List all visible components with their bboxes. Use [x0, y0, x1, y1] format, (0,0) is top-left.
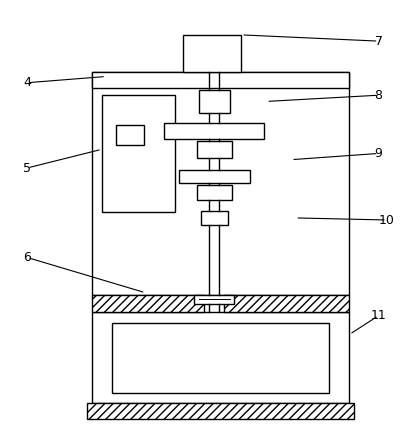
Bar	[92, 312, 349, 403]
Bar	[183, 35, 241, 72]
Bar	[201, 211, 228, 224]
Bar	[196, 185, 232, 200]
Bar	[102, 95, 175, 212]
Bar	[92, 72, 349, 88]
Bar	[164, 124, 264, 139]
Text: 10: 10	[379, 213, 395, 227]
Text: 11: 11	[371, 309, 386, 322]
Text: 4: 4	[23, 76, 31, 89]
Bar	[87, 403, 354, 419]
Text: 9: 9	[375, 147, 382, 160]
Bar	[92, 72, 349, 295]
Bar	[195, 295, 234, 304]
Bar	[112, 323, 329, 392]
Bar	[224, 295, 349, 312]
Bar	[92, 295, 204, 312]
Text: 6: 6	[23, 251, 31, 264]
Bar	[179, 170, 250, 183]
Text: 5: 5	[23, 161, 31, 175]
Text: 7: 7	[374, 35, 383, 48]
Bar	[116, 125, 144, 145]
Bar	[199, 90, 230, 113]
Bar	[196, 141, 232, 158]
Text: 8: 8	[374, 89, 383, 102]
